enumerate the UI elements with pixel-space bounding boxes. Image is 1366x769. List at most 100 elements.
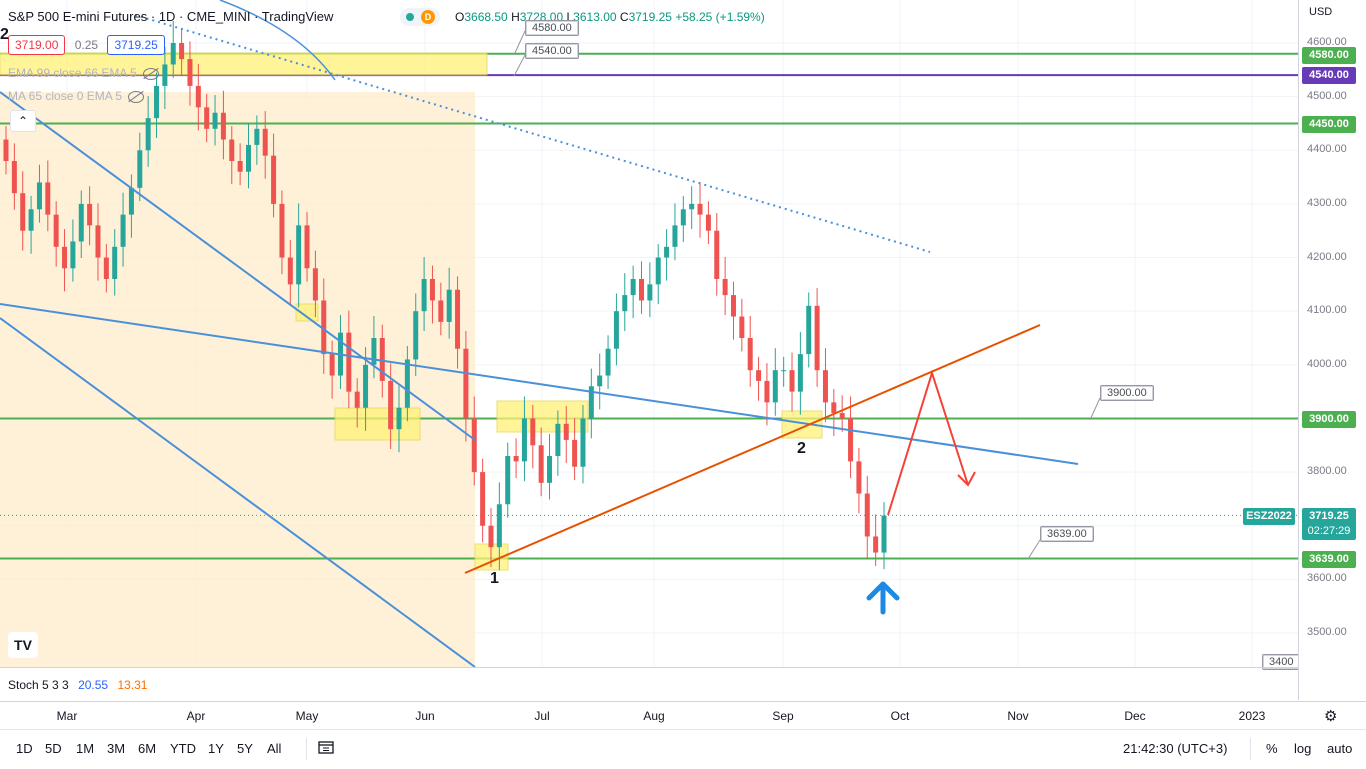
price-tick-label: 3800.00 xyxy=(1307,465,1347,478)
percent-scale-toggle[interactable]: % xyxy=(1266,741,1278,756)
price-scale[interactable]: USD 4600.00 4500.00 4400.00 4300.00 4200.00 4… xyxy=(1298,0,1366,700)
timeframe-button-1d[interactable]: 1D xyxy=(16,741,33,756)
candle-body xyxy=(438,300,444,322)
buy-button[interactable]: 3719.25 xyxy=(107,35,165,55)
timeframe-button-3m[interactable]: 3M xyxy=(107,741,126,756)
time-axis-month-label: Jun xyxy=(415,709,435,723)
callout-pointer xyxy=(1027,539,1041,560)
callout-pointer xyxy=(513,54,526,77)
time-axis-month-label: Mar xyxy=(56,709,78,723)
hidden-eye-icon[interactable] xyxy=(142,67,159,80)
indicator-ma-legend[interactable]: MA 65 close 0 EMA 5 xyxy=(8,89,145,103)
toolbar-divider xyxy=(1250,738,1251,760)
candle-body xyxy=(463,348,469,419)
candle-body xyxy=(112,246,118,279)
candle-body xyxy=(220,112,226,140)
tradingview-logo[interactable]: TV xyxy=(8,632,38,658)
candle-body xyxy=(647,284,653,301)
toolbar-divider xyxy=(306,738,307,760)
highlight-zone xyxy=(0,52,488,76)
candle-body xyxy=(296,225,302,285)
timeframe-button-ytd[interactable]: YTD xyxy=(170,741,196,756)
stoch-legend[interactable]: Stoch 5 3 3 20.55 13.31 xyxy=(8,678,147,692)
candle-body xyxy=(856,461,862,494)
candle-body xyxy=(689,203,695,210)
candle-body xyxy=(538,445,544,483)
chart-svg[interactable] xyxy=(0,0,1298,667)
candle-body xyxy=(480,472,486,526)
candle-body xyxy=(120,214,126,247)
log-scale-toggle[interactable]: log xyxy=(1294,741,1312,756)
callout-pointer xyxy=(513,30,526,56)
candle-body xyxy=(747,338,753,371)
settings-gear-icon[interactable]: ⚙ xyxy=(1324,708,1338,725)
time-axis-month-label: Dec xyxy=(1124,709,1146,723)
candle-body xyxy=(563,423,569,440)
stoch-k-value: 20.55 xyxy=(78,678,109,692)
time-axis-month-label: Sep xyxy=(772,709,794,723)
candle-body xyxy=(730,295,736,317)
candle-body xyxy=(3,139,9,161)
forecast-arrowhead xyxy=(957,471,976,487)
candle-body xyxy=(179,43,185,60)
bottom-toolbar: 1D 5D 1M 3M 6M YTD 1Y 5Y All 21:42:30 (UTC+3) % … xyxy=(0,729,1366,769)
forecast-path-arrow xyxy=(887,369,969,516)
candle-body xyxy=(245,144,251,172)
timeframe-button-1m[interactable]: 1M xyxy=(76,741,95,756)
clock-timezone[interactable]: 21:42:30 (UTC+3) xyxy=(1123,741,1228,756)
candle-body xyxy=(154,85,160,119)
candle-body xyxy=(789,370,795,392)
time-axis[interactable]: Mar Apr May Jun Jul Aug Sep Oct Nov Dec 2023 ⚙ xyxy=(0,701,1366,730)
candle-body xyxy=(672,225,678,247)
time-axis-month-label: Apr xyxy=(186,709,206,723)
hidden-eye-icon[interactable] xyxy=(128,90,145,103)
callout-3900[interactable]: 3900.00 xyxy=(1100,385,1154,401)
candle-body xyxy=(53,214,59,247)
candle-body xyxy=(279,203,285,258)
callout-3639[interactable]: 3639.00 xyxy=(1040,526,1094,542)
candle-body xyxy=(806,305,812,355)
callout-4540[interactable]: 4540.00 xyxy=(525,43,579,59)
price-tick-label: 4100.00 xyxy=(1307,304,1347,317)
candle-body xyxy=(404,359,410,408)
price-tick-label: 3500.00 xyxy=(1307,626,1347,638)
timeframe-button-5y[interactable]: 5Y xyxy=(237,741,253,756)
wave-label-2: 2 xyxy=(797,440,806,457)
candle-body xyxy=(873,536,879,553)
candle-body xyxy=(304,225,310,269)
candle-body xyxy=(212,112,218,129)
sell-button[interactable]: 3719.00 xyxy=(8,35,66,55)
candle-body xyxy=(496,504,502,548)
collapse-legend-button[interactable]: ⌃ xyxy=(10,110,36,132)
timeframe-button-1y[interactable]: 1Y xyxy=(208,741,224,756)
chart-plot-area[interactable]: S&P 500 E-mini Futures · 1D · CME_MINI ·… xyxy=(0,0,1301,670)
candle-body xyxy=(137,150,143,188)
auto-scale-toggle[interactable]: auto xyxy=(1327,741,1353,756)
timeframe-button-all[interactable]: All xyxy=(267,741,282,756)
candle-body xyxy=(413,311,419,360)
stoch-pane[interactable]: Stoch 5 3 3 20.55 13.31 xyxy=(0,667,1298,702)
callout-4580[interactable]: 4580.00 xyxy=(525,20,579,36)
candle-body xyxy=(45,182,51,215)
candle-body xyxy=(588,386,594,419)
candle-body xyxy=(822,370,828,403)
candle-body xyxy=(530,418,536,446)
stoch-label: Stoch 5 3 3 xyxy=(8,678,69,692)
timeframe-button-5d[interactable]: 5D xyxy=(45,741,62,756)
candle-body xyxy=(11,161,17,194)
timeframe-button-6m[interactable]: 6M xyxy=(138,741,157,756)
candle-body xyxy=(128,187,134,215)
price-tick-label: 3600.00 xyxy=(1307,572,1347,585)
price-tick-label: 4300.00 xyxy=(1307,196,1347,209)
spread-value: 0.25 xyxy=(74,38,99,52)
candle-body xyxy=(764,380,770,403)
price-label-4450: 4450.00 xyxy=(1302,116,1356,133)
date-range-icon[interactable] xyxy=(318,740,334,754)
candle-body xyxy=(722,279,728,296)
indicator-ema-label: EMA 99 close 66 EMA 5 xyxy=(8,66,137,80)
candle-body xyxy=(346,332,352,392)
currency-selector[interactable]: USD xyxy=(1309,6,1333,18)
price-tick-label: 4000.00 xyxy=(1307,357,1347,370)
indicator-ema-legend[interactable]: EMA 99 close 66 EMA 5 xyxy=(8,66,159,80)
candle-body xyxy=(87,203,93,226)
